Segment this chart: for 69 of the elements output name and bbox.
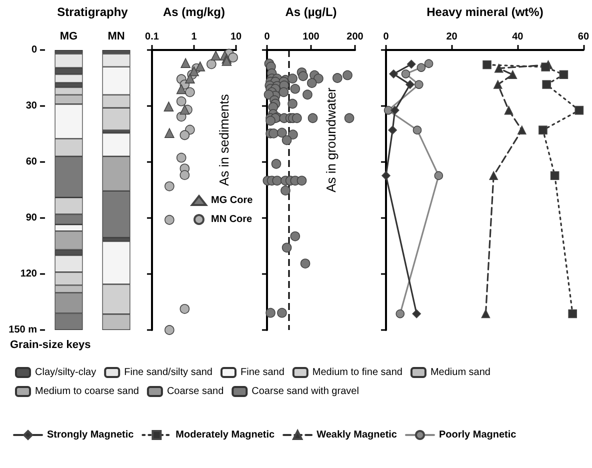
- point: [424, 59, 434, 68]
- y-tick-label: 150 m: [8, 324, 38, 336]
- legend-label: Clay/silty-clay: [35, 367, 96, 378]
- chart-title: Stratigraphy: [57, 5, 128, 19]
- legend-label: Weakly Magnetic: [316, 430, 398, 440]
- legend-label: Coarse sand: [166, 386, 224, 397]
- point: [414, 80, 424, 89]
- legend-label: Poorly Magnetic: [438, 430, 517, 440]
- chart-title: As (µg/L): [285, 5, 337, 19]
- point: [401, 69, 410, 78]
- x-tick-label: 100: [302, 32, 320, 42]
- annotation: As in groundwater: [324, 86, 338, 192]
- x-tick-label: MN: [108, 30, 125, 42]
- legend-label: Strongly Magnetic: [47, 430, 134, 440]
- legend-label: MN Core: [211, 214, 253, 225]
- y-tick-label: 60: [26, 156, 38, 168]
- point: [384, 106, 393, 115]
- point: [406, 80, 414, 89]
- y-tick-label: 120: [20, 268, 38, 280]
- point: [481, 309, 490, 318]
- point: [493, 80, 502, 89]
- point: [416, 63, 426, 72]
- legend-label: Medium to fine sand: [312, 367, 402, 378]
- legend-label: Fine sand/silty sand: [124, 367, 213, 378]
- legend-title: Grain-size keys: [10, 339, 91, 351]
- point: [504, 106, 514, 115]
- y-tick-label: 0: [31, 44, 38, 56]
- chart-title: As (mg/kg): [162, 5, 226, 19]
- point: [396, 309, 405, 318]
- point: [542, 80, 551, 89]
- legend-label: Medium to coarse sand: [35, 386, 139, 397]
- x-tick-label: 0: [264, 32, 270, 42]
- point: [382, 171, 390, 180]
- x-tick-label: 10: [230, 32, 242, 42]
- point: [541, 62, 550, 72]
- y-tick-label: 90: [26, 212, 38, 224]
- x-tick-label: MG: [60, 30, 78, 42]
- chart-title: Heavy mineral (wt%): [426, 5, 544, 19]
- point: [389, 69, 398, 78]
- legend-label: MG Core: [211, 195, 254, 206]
- point: [434, 171, 444, 180]
- point: [388, 126, 397, 134]
- point: [489, 171, 498, 180]
- point: [406, 60, 416, 69]
- x-tick-label: 60: [578, 32, 590, 42]
- point: [550, 171, 560, 180]
- point: [412, 126, 422, 134]
- point: [574, 106, 584, 115]
- x-tick-label: 0: [383, 32, 390, 42]
- annotation: As in sediments: [216, 94, 232, 186]
- point: [538, 126, 548, 134]
- x-tick-label: 0.1: [145, 32, 160, 42]
- legend-label: Moderately Magnetic: [176, 430, 276, 440]
- point: [412, 309, 422, 318]
- point: [390, 106, 400, 115]
- legend-label: Fine sand: [240, 367, 284, 378]
- point: [494, 64, 504, 73]
- point: [508, 70, 518, 80]
- x-tick-label: 40: [512, 32, 524, 42]
- point: [568, 309, 577, 318]
- y-tick-label: 30: [26, 100, 38, 112]
- point: [482, 60, 492, 70]
- x-tick-label: 20: [446, 32, 458, 42]
- point: [559, 70, 568, 80]
- legend-label: Coarse sand with gravel: [252, 386, 359, 397]
- x-tick-label: 1: [191, 32, 198, 42]
- legend-label: Medium sand: [430, 367, 490, 378]
- point: [518, 126, 526, 134]
- x-tick-label: 200: [346, 32, 364, 42]
